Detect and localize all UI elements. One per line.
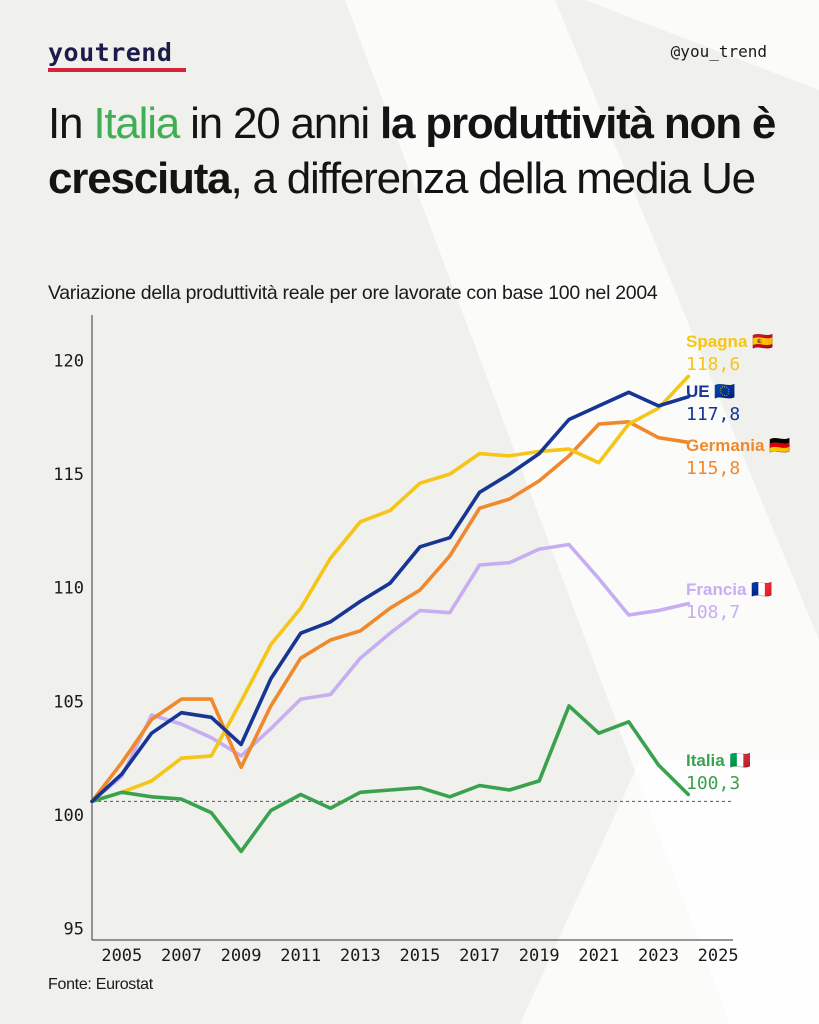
series-end-value-francia: 108,7	[686, 602, 740, 623]
x-tick-label: 2013	[340, 946, 381, 966]
series-name-germania: Germania 🇩🇪	[686, 436, 790, 455]
chart-subtitle: Variazione della produttività reale per …	[48, 282, 658, 304]
headline-highlight-italia: Italia	[93, 99, 180, 148]
youtrend-logo: youtrend	[48, 38, 173, 67]
series-end-value-ue: 117,8	[686, 404, 740, 425]
headline: In Italia in 20 anni la produttività non…	[48, 96, 788, 206]
x-tick-label: 2007	[161, 946, 202, 966]
y-tick-label: 115	[53, 465, 84, 485]
x-tick-label: 2023	[638, 946, 679, 966]
x-tick-label: 2021	[578, 946, 619, 966]
x-tick-label: 2017	[459, 946, 500, 966]
source-note: Fonte: Eurostat	[48, 976, 153, 993]
x-tick-label: 2005	[101, 946, 142, 966]
series-end-value-italia: 100,3	[686, 773, 740, 794]
series-name-ue: UE 🇪🇺	[686, 382, 736, 401]
x-tick-label: 2015	[399, 946, 440, 966]
logo-underline	[48, 68, 186, 72]
series-line-italia	[90, 704, 691, 854]
series-end-value-germania: 115,8	[686, 458, 740, 479]
series-line-francia	[90, 542, 691, 804]
series-line-germania	[90, 419, 691, 804]
y-tick-label: 95	[64, 920, 84, 940]
y-tick-label: 120	[53, 351, 84, 371]
x-tick-label: 2009	[221, 946, 262, 966]
series-name-spagna: Spagna 🇪🇸	[686, 332, 773, 351]
y-tick-label: 105	[53, 692, 84, 712]
series-line-ue	[90, 390, 691, 804]
headline-part-3: in 20 anni	[179, 99, 380, 148]
headline-bold: la produttività non è cresciuta	[48, 99, 776, 203]
headline-part-5: , a differenza della media Ue	[230, 154, 756, 203]
headline-part-1: In	[48, 99, 94, 148]
x-tick-label: 2019	[519, 946, 560, 966]
series-end-value-spagna: 118,6	[686, 354, 740, 375]
series-name-francia: Francia 🇫🇷	[686, 580, 772, 599]
social-handle: @you_trend	[670, 42, 767, 61]
series-line-spagna	[90, 374, 691, 804]
x-tick-label: 2011	[280, 946, 321, 966]
y-tick-label: 110	[53, 579, 84, 599]
x-tick-label: 2025	[698, 946, 739, 966]
series-name-italia: Italia 🇮🇹	[686, 751, 751, 770]
y-tick-label: 100	[53, 806, 84, 826]
